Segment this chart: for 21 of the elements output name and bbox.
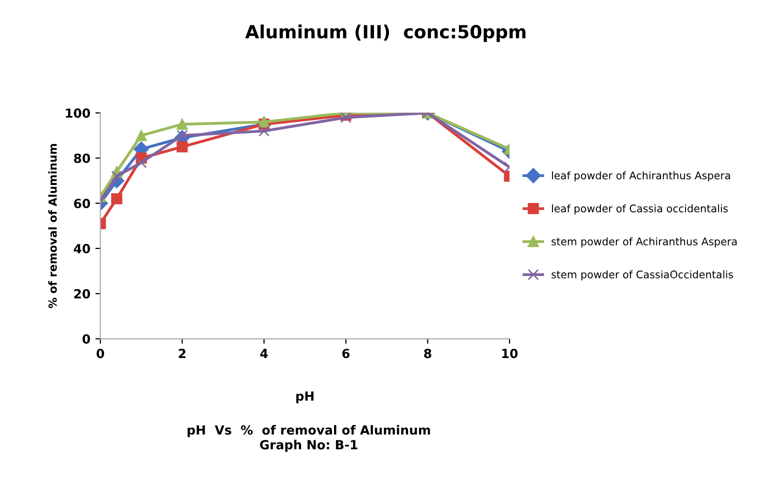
legend-label: stem powder of CassiaOccidentalis	[552, 270, 734, 280]
x-axis-title: pH	[296, 392, 314, 404]
x-tick-label: 4	[260, 348, 268, 358]
text: pH Vs % of removal of Aluminum	[188, 425, 430, 438]
y-tick-label: 20	[74, 289, 90, 299]
y-tick-label: 80	[74, 154, 90, 164]
y-axis-title: % of removal of Aluminum	[48, 144, 57, 308]
x-tick-label: 0	[96, 348, 104, 358]
y-tick-label: 60	[74, 198, 90, 208]
chart-title: Aluminum (III) conc:50ppm	[245, 24, 526, 42]
legend-label: stem powder of Achiranthus Aspera	[552, 237, 737, 248]
text: Graph No: B-1	[260, 440, 358, 452]
legend-label: leaf powder of Cassia occidentalis	[552, 204, 728, 214]
x-tick-label: 8	[424, 348, 432, 358]
legend-label: leaf powder of Achiranthus Aspera	[552, 171, 730, 182]
x-tick-label: 10	[502, 348, 518, 358]
y-tick-label: 0	[82, 334, 90, 344]
y-tick-label: 100	[66, 108, 90, 118]
x-tick-label: 2	[178, 348, 186, 358]
y-tick-label: 40	[74, 244, 90, 254]
x-tick-label: 6	[342, 348, 350, 358]
